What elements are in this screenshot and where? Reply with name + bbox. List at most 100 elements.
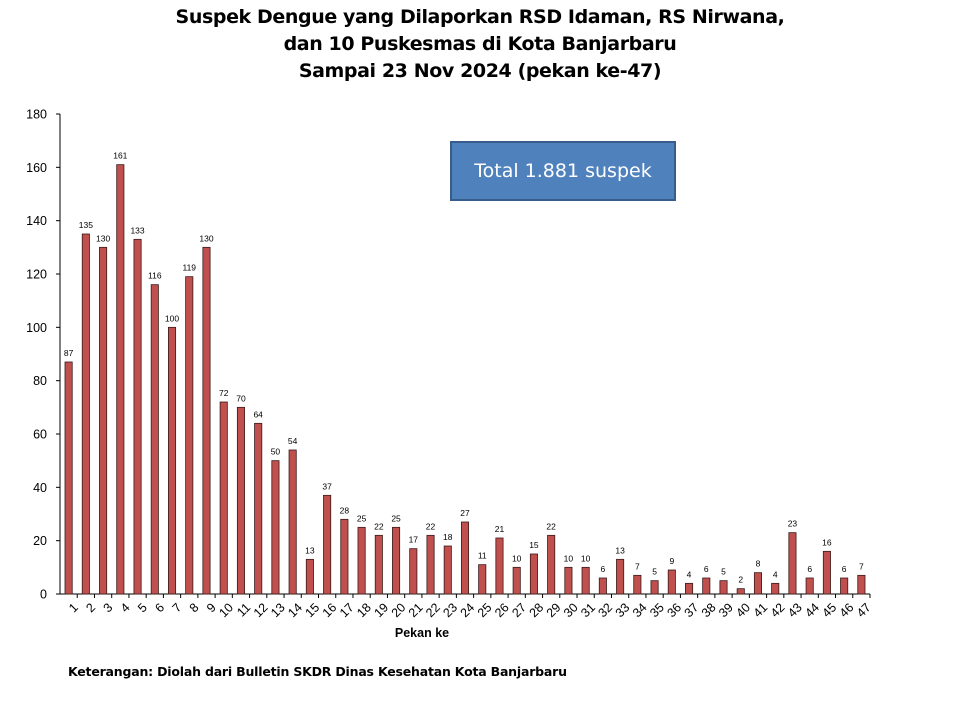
bar	[650, 580, 659, 595]
bar	[564, 566, 573, 595]
bar-value-label: 13	[305, 545, 315, 555]
bar-value-label: 100	[165, 313, 179, 323]
bar	[581, 566, 590, 595]
bar	[133, 238, 142, 595]
bar	[478, 564, 487, 595]
x-tick-label: 4	[118, 600, 133, 615]
bar	[512, 566, 521, 595]
bar	[495, 537, 504, 595]
y-tick-label: 40	[33, 481, 47, 495]
bar	[305, 558, 314, 595]
bar	[168, 326, 177, 595]
bar-value-label: 2	[738, 575, 743, 585]
bar-value-label: 15	[529, 540, 539, 550]
bar-value-label: 10	[564, 553, 574, 563]
bar-value-label: 10	[581, 553, 591, 563]
bar	[357, 526, 366, 595]
bar	[426, 534, 435, 595]
bar-value-label: 54	[288, 436, 298, 446]
bar-value-label: 6	[807, 564, 812, 574]
y-tick-label: 60	[33, 428, 47, 442]
y-tick-label: 120	[26, 268, 47, 282]
bar-value-label: 7	[859, 561, 864, 571]
bar-value-label: 9	[669, 556, 674, 566]
x-tick-label: 47	[854, 600, 874, 620]
x-tick-label: 1	[66, 600, 81, 615]
bar-value-label: 13	[615, 545, 625, 555]
x-tick-label: 2	[83, 600, 98, 615]
chart-x-tick-labels: 1 2 3 4 5 6 7 8 91011121314151617181920212223242…	[66, 600, 874, 620]
bar-value-label: 7	[635, 561, 640, 571]
chart-y-tick-labels: 0 20 40 60 80 100 120 140 160 180	[26, 108, 47, 602]
bar-value-label: 6	[704, 564, 709, 574]
bar-value-label: 6	[842, 564, 847, 574]
bar	[392, 526, 401, 595]
bar-value-label: 21	[495, 524, 505, 534]
bar-value-label: 161	[113, 151, 127, 161]
bar-value-label: 4	[773, 569, 778, 579]
bar-value-label: 25	[391, 513, 401, 523]
y-tick-label: 180	[26, 108, 47, 122]
x-tick-label: 6	[152, 600, 167, 615]
bar-value-label: 64	[253, 409, 263, 419]
bar	[99, 246, 108, 595]
y-tick-label: 100	[26, 321, 47, 335]
bar-value-label: 22	[374, 521, 384, 531]
title-line-2: dan 10 Puskesmas di Kota Banjarbaru	[283, 33, 677, 55]
bar-value-label: 6	[601, 564, 606, 574]
bar	[219, 401, 228, 595]
bar	[81, 233, 90, 595]
bar	[443, 545, 452, 595]
bar-value-label: 11	[478, 551, 487, 561]
bar	[753, 572, 762, 595]
bar	[202, 246, 211, 595]
x-tick-label: 7	[170, 600, 185, 615]
bar-value-label: 23	[788, 519, 798, 529]
footnote: Keterangan: Diolah dari Bulletin SKDR Di…	[68, 664, 567, 679]
title-line-3: Sampai 23 Nov 2024 (pekan ke-47)	[298, 60, 662, 82]
bar	[840, 577, 849, 595]
bar-value-label: 4	[687, 569, 692, 579]
bar	[667, 569, 676, 595]
bar	[288, 449, 297, 595]
total-suspect-text: Total 1.881 suspek	[474, 160, 652, 182]
total-suspect-box: Total 1.881 suspek	[450, 141, 676, 201]
bar-value-label: 5	[652, 567, 657, 577]
y-tick-label: 0	[40, 588, 47, 602]
bar-value-label: 8	[756, 559, 761, 569]
chart-bars	[64, 164, 866, 595]
bar-value-label: 87	[64, 348, 74, 358]
y-tick-label: 160	[26, 161, 47, 175]
bar-value-label: 130	[96, 233, 110, 243]
bar	[857, 574, 866, 595]
bar	[116, 164, 125, 595]
bar	[598, 577, 607, 595]
bar-value-label: 28	[340, 505, 350, 515]
bar	[374, 534, 383, 595]
bar-value-label: 72	[219, 388, 229, 398]
bar	[805, 577, 814, 595]
bar	[254, 422, 263, 595]
bar	[323, 494, 332, 595]
bar	[271, 460, 280, 595]
bar	[460, 521, 470, 595]
bar	[547, 534, 556, 595]
bar	[409, 548, 418, 595]
bar-value-label: 116	[148, 271, 162, 281]
bar-value-label: 17	[409, 535, 419, 545]
bar-value-label: 70	[236, 393, 246, 403]
bar	[236, 406, 245, 595]
chart-data-labels: 8713513016113311610011913072706450541337…	[64, 151, 864, 585]
bar-value-label: 22	[426, 521, 436, 531]
bar-value-label: 10	[512, 553, 522, 563]
bar-value-label: 22	[546, 521, 556, 531]
x-tick-label: 3	[101, 600, 116, 615]
bar	[719, 580, 728, 595]
bar	[529, 553, 538, 595]
y-tick-label: 80	[33, 374, 47, 388]
bar	[340, 518, 349, 595]
bar-value-label: 16	[822, 537, 832, 547]
bar	[64, 361, 73, 595]
x-tick-label: 8	[187, 600, 202, 615]
